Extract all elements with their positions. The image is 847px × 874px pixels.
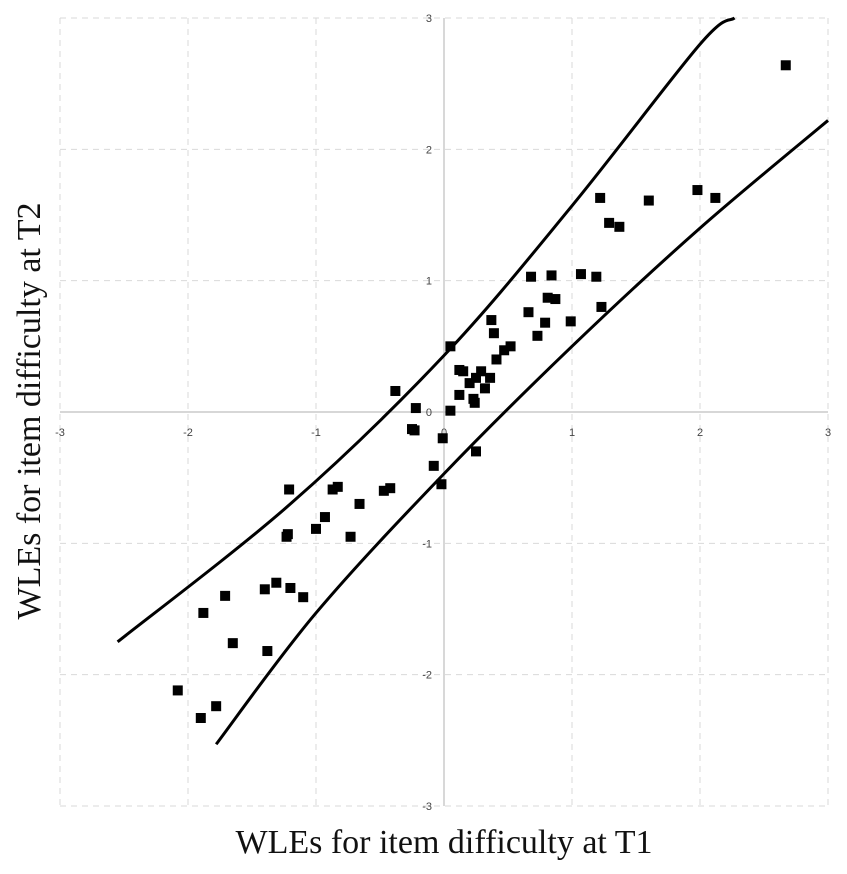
data-point	[542, 292, 553, 303]
tick-labels: -3 -2 -1 0 1 2 3 -3 -2 -1 0 1 2 3	[55, 13, 831, 813]
data-point	[469, 397, 480, 408]
y-tick-label: 1	[426, 276, 432, 288]
y-tick-label: 0	[426, 407, 432, 419]
data-point	[523, 307, 534, 318]
data-point	[220, 590, 231, 601]
x-tick-label: -3	[55, 427, 65, 439]
data-point	[345, 531, 356, 542]
zero-axes	[60, 18, 828, 806]
data-point	[298, 592, 309, 603]
data-point	[479, 383, 490, 394]
y-tick-label: 3	[426, 13, 432, 25]
y-tick-label: -3	[422, 801, 432, 813]
data-point	[410, 403, 421, 414]
data-point	[710, 192, 721, 203]
data-point	[332, 481, 343, 492]
grid-lines	[59, 17, 829, 807]
data-point	[378, 485, 389, 496]
data-point	[591, 271, 602, 282]
data-point	[271, 577, 282, 588]
lower-bound-curve	[214, 119, 829, 746]
data-point	[227, 638, 238, 649]
data-point	[595, 192, 606, 203]
x-tick-label: 1	[569, 427, 575, 439]
y-tick-label: -2	[422, 670, 432, 682]
data-point	[488, 328, 499, 339]
data-point	[354, 498, 365, 509]
data-point	[195, 713, 206, 724]
data-point	[491, 354, 502, 365]
data-point	[596, 301, 607, 312]
data-point	[172, 685, 183, 696]
data-point	[526, 271, 537, 282]
data-point	[262, 646, 273, 657]
data-point	[281, 531, 292, 542]
data-point	[458, 366, 469, 377]
data-point	[546, 270, 557, 281]
data-point	[285, 582, 296, 593]
x-axis-label: WLEs for item difficulty at T1	[235, 824, 653, 861]
data-point	[284, 484, 295, 495]
confidence-bounds	[116, 16, 829, 746]
data-point	[540, 317, 551, 328]
y-axis-label: WLEs for item difficulty at T2	[11, 202, 48, 620]
x-tick-label: -2	[183, 427, 193, 439]
data-points	[172, 60, 791, 724]
data-point	[471, 372, 481, 383]
data-point	[780, 60, 791, 71]
data-point	[211, 701, 222, 712]
y-tick-label: -1	[422, 538, 432, 550]
data-point	[311, 523, 321, 534]
data-point	[454, 389, 465, 400]
data-point	[445, 341, 456, 352]
y-axis-label-container: WLEs for item difficulty at T2	[0, 0, 60, 874]
data-point	[614, 221, 625, 232]
data-point	[464, 378, 475, 389]
data-point	[575, 269, 586, 280]
data-point	[643, 195, 654, 206]
data-point	[532, 330, 543, 341]
x-tick-label: 3	[825, 427, 831, 439]
data-point	[436, 479, 447, 490]
data-point	[485, 372, 496, 383]
data-point	[327, 484, 338, 495]
data-point	[390, 385, 401, 396]
data-point	[198, 607, 209, 618]
data-point	[550, 294, 561, 305]
data-point	[445, 405, 456, 416]
data-point	[604, 217, 615, 228]
data-point	[409, 425, 420, 436]
data-point	[319, 512, 330, 523]
data-point	[428, 460, 439, 471]
data-point	[259, 584, 270, 595]
data-point	[505, 341, 516, 352]
data-point	[499, 345, 510, 356]
x-tick-label: 0	[441, 427, 447, 439]
data-point	[471, 446, 481, 457]
upper-bound-curve	[116, 16, 736, 644]
x-tick-label: 2	[697, 427, 703, 439]
data-point	[385, 483, 396, 494]
data-point	[692, 185, 703, 196]
x-tick-label: -1	[311, 427, 321, 439]
y-tick-label: 2	[426, 144, 432, 156]
data-point	[565, 316, 576, 327]
data-point	[486, 315, 497, 326]
data-point	[437, 433, 448, 444]
data-point	[476, 366, 487, 377]
